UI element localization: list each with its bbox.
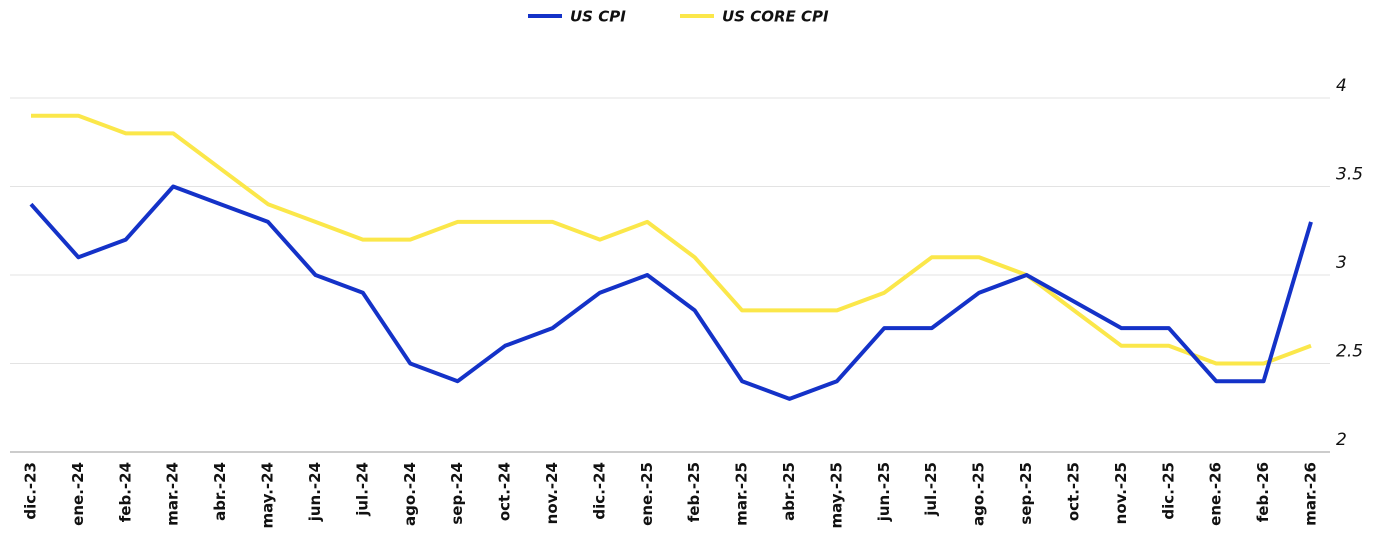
x-tick-label: nov.-25 xyxy=(1112,462,1130,524)
x-tick-label: oct.-24 xyxy=(496,462,514,521)
x-tick-label: feb.-25 xyxy=(685,462,703,522)
x-tick-label: ene.-25 xyxy=(638,462,656,526)
legend-label: US CORE CPI xyxy=(722,8,829,26)
x-tick-label: may.-24 xyxy=(259,462,277,529)
y-tick-label: 2 xyxy=(1336,430,1347,450)
x-tick-label: may.-25 xyxy=(827,462,845,529)
x-tick-label: jun.-24 xyxy=(306,462,324,522)
x-tick-label: jul.-24 xyxy=(353,462,371,517)
x-tick-label: ago.-24 xyxy=(401,462,419,526)
x-tick-label: nov.-24 xyxy=(543,462,561,524)
x-tick-label: mar.-26 xyxy=(1302,462,1320,526)
line xyxy=(31,113,1312,366)
y-tick-label: 2.5 xyxy=(1336,342,1363,362)
y-tick-label: 3.5 xyxy=(1336,165,1363,185)
y-tick-label: 3 xyxy=(1336,253,1347,273)
legend-label: US CPI xyxy=(570,8,626,26)
x-tick-label: ene.-26 xyxy=(1207,462,1225,526)
x-tick-label: abr.-25 xyxy=(780,462,798,521)
x-tick-label: dic.-23 xyxy=(22,462,40,520)
x-tick-label: dic.-25 xyxy=(1159,462,1177,520)
x-tick-label: jul.-25 xyxy=(922,462,940,517)
line xyxy=(29,184,1313,401)
x-tick-label: feb.-24 xyxy=(116,462,134,522)
y-tick-label: 4 xyxy=(1336,76,1347,96)
x-tick-label: abr.-24 xyxy=(211,462,229,521)
x-tick-label: feb.-26 xyxy=(1254,462,1272,522)
x-tick-label: sep.-25 xyxy=(1017,462,1035,525)
x-tick-label: oct.-25 xyxy=(1064,462,1082,521)
x-tick-label: jun.-25 xyxy=(875,462,893,522)
x-tick-label: ene.-24 xyxy=(69,462,87,526)
x-tick-label: mar.-24 xyxy=(164,462,182,526)
x-tick-label: sep.-24 xyxy=(448,462,466,525)
x-tick-label: dic.-24 xyxy=(590,462,608,520)
x-tick-label: mar.-25 xyxy=(733,462,751,526)
x-tick-label: ago.-25 xyxy=(970,462,988,526)
